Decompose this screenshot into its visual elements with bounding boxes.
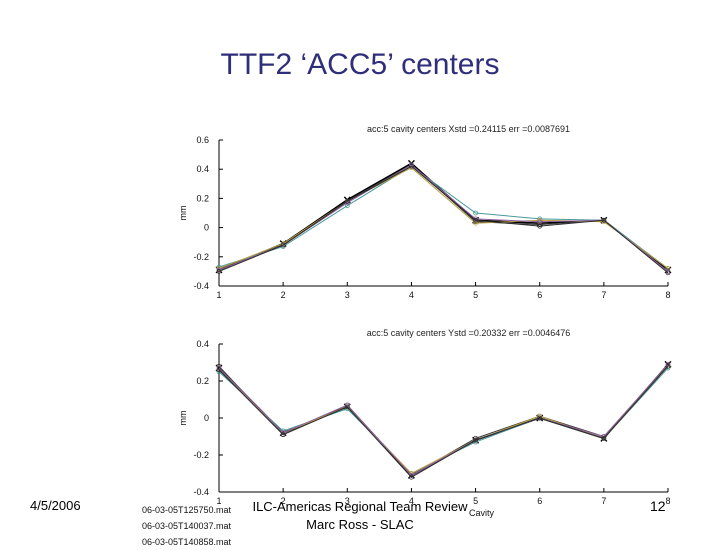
x-tick-label: 7 — [601, 290, 606, 300]
data-point — [344, 198, 350, 204]
x-tick-label: 2 — [281, 496, 286, 506]
series-line — [218, 364, 669, 476]
data-point — [537, 217, 543, 223]
x-tick-label: 5 — [473, 290, 478, 300]
data-point — [216, 268, 222, 274]
x-axis-label: Cavity — [469, 508, 495, 518]
y-tick-label: -0.2 — [193, 450, 209, 460]
data-point — [216, 266, 222, 271]
chart-title: acc:5 cavity centers Ystd =0.20332 err =… — [367, 328, 570, 338]
slide-title: TTF2 ‘ACC5’ centers — [220, 48, 500, 81]
y-tick-label: 0.4 — [196, 164, 209, 174]
data-point — [409, 474, 414, 480]
charts-svg: acc:5 cavity centers Xstd =0.24115 err =… — [178, 124, 672, 518]
data-point — [537, 415, 543, 421]
x-tick-label: 1 — [216, 290, 221, 300]
y-tick-label: 0.6 — [196, 135, 209, 145]
data-point — [601, 217, 607, 223]
data-point — [344, 404, 350, 410]
data-point — [280, 242, 286, 248]
chart-area: acc:5 cavity centers Xstd =0.24115 err =… — [168, 118, 698, 540]
series-line — [218, 165, 669, 274]
data-point — [537, 216, 543, 222]
y-tick-label: 0.2 — [196, 193, 209, 203]
y-tick-label: 0.2 — [196, 376, 209, 386]
x-tick-label: 7 — [601, 496, 606, 506]
file-item: 06-03-05T125750.mat — [142, 505, 232, 515]
file-list: 06-03-05T125750.mat 06-03-05T140037.mat … — [142, 502, 231, 550]
data-point — [601, 435, 607, 441]
x-tick-label: 8 — [665, 290, 670, 300]
y-tick-label: -0.4 — [193, 281, 209, 291]
x-tick-label: 3 — [345, 290, 350, 300]
x-tick-label: 6 — [537, 290, 542, 300]
chart-title: acc:5 cavity centers Xstd =0.24115 err =… — [367, 124, 570, 134]
data-point — [280, 432, 286, 438]
footer-date: 4/5/2006 — [30, 498, 81, 513]
file-item: 06-03-05T140858.mat — [142, 537, 232, 547]
footer-center: ILC-Americas Regional Team Review Marc R… — [240, 498, 480, 534]
series-line — [218, 165, 669, 269]
chart-panel-2: acc:5 cavity centers Ystd =0.20332 err =… — [178, 328, 672, 518]
footer-author: Marc Ross - SLAC — [306, 517, 414, 532]
x-tick-label: 2 — [281, 290, 286, 300]
data-point — [409, 163, 414, 169]
data-point — [665, 363, 671, 369]
y-tick-label: -0.4 — [193, 487, 209, 497]
data-point — [216, 367, 222, 373]
page-number: 12 — [650, 498, 666, 514]
y-axis-label: mm — [178, 411, 188, 426]
data-point — [216, 267, 222, 273]
series-line — [218, 164, 669, 272]
x-tick-label: 4 — [409, 290, 414, 300]
x-tick-label: 4 — [409, 496, 414, 506]
data-point — [665, 270, 671, 276]
y-tick-label: -0.2 — [193, 252, 209, 262]
series-line — [218, 164, 669, 272]
x-tick-label: 3 — [345, 496, 350, 506]
x-tick-label: 5 — [473, 496, 478, 506]
x-tick-label: 1 — [216, 496, 221, 506]
y-tick-label: 0.4 — [196, 339, 209, 349]
series-line — [218, 167, 669, 269]
data-point — [537, 223, 543, 229]
x-tick-label: 8 — [665, 496, 670, 506]
x-tick-label: 6 — [537, 496, 542, 506]
data-point — [473, 217, 478, 223]
y-axis-label: mm — [178, 206, 188, 221]
data-point — [473, 210, 478, 216]
y-tick-label: 0 — [204, 413, 209, 423]
data-point — [473, 437, 478, 443]
y-tick-label: 0 — [204, 223, 209, 233]
series-line — [218, 162, 669, 271]
file-item: 06-03-05T140037.mat — [142, 521, 232, 531]
series-line — [218, 365, 669, 478]
chart-panel-1: acc:5 cavity centers Xstd =0.24115 err =… — [178, 124, 672, 300]
footer-event: ILC-Americas Regional Team Review — [252, 499, 468, 514]
